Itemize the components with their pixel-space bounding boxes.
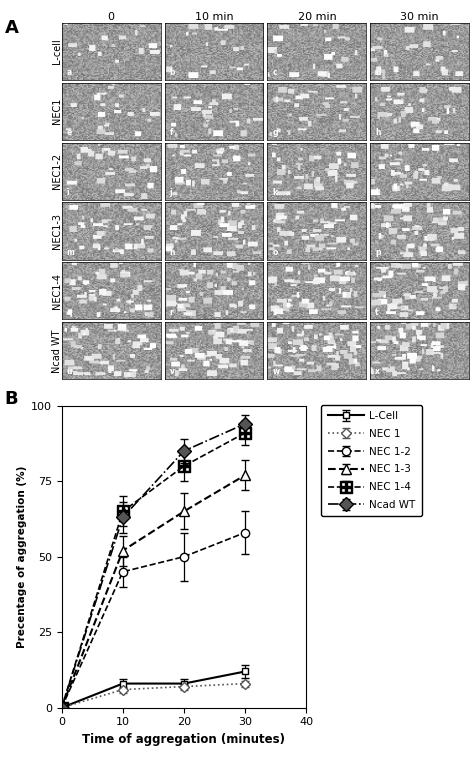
Y-axis label: L-cell: L-cell xyxy=(53,39,63,64)
Text: p: p xyxy=(375,247,381,256)
Text: m: m xyxy=(66,247,74,256)
Y-axis label: NEC1: NEC1 xyxy=(53,98,63,124)
Text: f: f xyxy=(170,128,173,137)
Text: t: t xyxy=(375,307,379,317)
Title: 10 min: 10 min xyxy=(195,12,233,22)
Text: g: g xyxy=(273,128,278,137)
Title: 20 min: 20 min xyxy=(298,12,336,22)
Text: x: x xyxy=(375,368,380,377)
Text: i: i xyxy=(66,188,69,197)
Text: w: w xyxy=(273,368,279,377)
Text: d: d xyxy=(375,68,381,77)
Text: v: v xyxy=(170,368,174,377)
Y-axis label: Precentage of aggregation (%): Precentage of aggregation (%) xyxy=(17,466,27,648)
Text: b: b xyxy=(170,68,175,77)
Y-axis label: NEC1-4: NEC1-4 xyxy=(53,273,63,309)
Text: s: s xyxy=(273,307,277,317)
Text: o: o xyxy=(273,247,278,256)
Title: 0: 0 xyxy=(108,12,115,22)
Text: q: q xyxy=(66,307,72,317)
Text: a: a xyxy=(66,68,72,77)
Text: B: B xyxy=(5,390,18,409)
Y-axis label: Ncad WT: Ncad WT xyxy=(53,329,63,373)
Text: j: j xyxy=(170,188,172,197)
Text: e: e xyxy=(66,128,72,137)
Text: A: A xyxy=(5,19,18,37)
Legend: L-Cell, NEC 1, NEC 1-2, NEC 1-3, NEC 1-4, Ncad WT: L-Cell, NEC 1, NEC 1-2, NEC 1-3, NEC 1-4… xyxy=(321,405,422,517)
Text: c: c xyxy=(273,68,277,77)
Text: r: r xyxy=(170,307,173,317)
Y-axis label: NEC1-2: NEC1-2 xyxy=(53,153,63,189)
Text: u: u xyxy=(66,368,72,377)
Text: h: h xyxy=(375,128,381,137)
Title: 30 min: 30 min xyxy=(401,12,439,22)
Text: l: l xyxy=(375,188,378,197)
Text: k: k xyxy=(273,188,277,197)
Y-axis label: NEC1-3: NEC1-3 xyxy=(53,213,63,249)
Text: n: n xyxy=(170,247,175,256)
X-axis label: Time of aggregation (minutes): Time of aggregation (minutes) xyxy=(82,733,285,746)
